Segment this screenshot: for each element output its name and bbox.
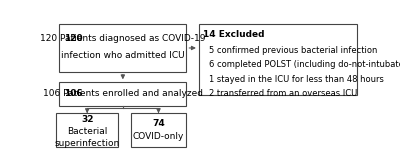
Text: 14 Excluded: 14 Excluded [202,30,264,39]
Text: 2 transferred from an overseas ICU: 2 transferred from an overseas ICU [209,89,357,98]
Bar [59,82,186,106]
Text: superinfection: superinfection [54,139,120,148]
Bar [59,24,186,72]
Text: infection who admitted ICU: infection who admitted ICU [61,51,185,60]
Text: 120: 120 [64,34,82,43]
Bar [199,24,357,95]
Text: 120 Patients diagnosed as COVID-19: 120 Patients diagnosed as COVID-19 [40,34,206,43]
Text: 6 completed POLST (including do-not-intubate orders) form: 6 completed POLST (including do-not-intu… [209,60,400,69]
Text: 106: 106 [64,89,82,98]
Text: 74: 74 [152,119,165,128]
Text: 32: 32 [81,115,94,124]
Bar [131,113,186,147]
Text: 1 stayed in the ICU for less than 48 hours: 1 stayed in the ICU for less than 48 hou… [209,75,384,84]
Text: 106 Patients enrolled and analyzed: 106 Patients enrolled and analyzed [43,89,203,98]
Bar [56,113,118,147]
Text: 5 confirmed previous bacterial infection: 5 confirmed previous bacterial infection [209,46,377,55]
Text: Bacterial: Bacterial [67,127,107,136]
Text: COVID-only: COVID-only [133,132,184,141]
